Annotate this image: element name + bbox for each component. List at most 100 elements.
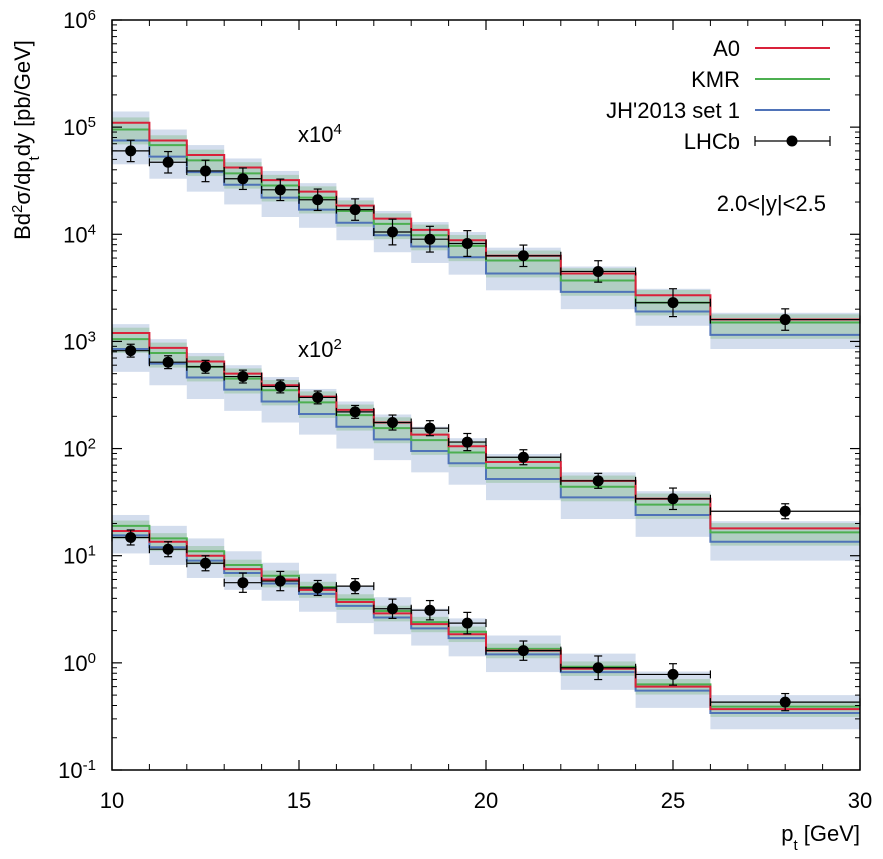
data-point-2-7 (373, 598, 412, 619)
data-marker (162, 356, 174, 368)
data-marker (517, 645, 529, 657)
data-marker (349, 204, 361, 216)
data-point-1-7 (373, 414, 412, 431)
y-tick-label: 105 (63, 114, 96, 141)
data-point-2-12 (634, 663, 712, 686)
data-marker (200, 361, 211, 373)
x-tick-label: 25 (661, 788, 685, 813)
data-marker (312, 194, 324, 206)
data-point-2-10 (485, 640, 562, 661)
data-marker (237, 173, 249, 185)
data-marker (125, 531, 137, 543)
data-point-2-9 (448, 611, 487, 635)
data-marker (424, 233, 436, 245)
data-marker (461, 436, 473, 448)
x-tick-label: 15 (287, 788, 311, 813)
data-marker (274, 184, 286, 196)
data-marker (387, 417, 398, 429)
legend-item-0: A0 (713, 36, 830, 61)
data-point-0-4 (261, 178, 300, 202)
data-marker (200, 557, 211, 569)
data-point-0-11 (560, 260, 637, 283)
legend-marker (786, 135, 798, 147)
y-tick-label: 103 (63, 328, 96, 355)
legend-label: KMR (691, 67, 740, 92)
data-marker (461, 617, 473, 629)
data-marker (461, 238, 473, 250)
data-point-0-3 (223, 167, 263, 191)
data-point-1-8 (410, 420, 450, 437)
data-point-1-12 (634, 487, 712, 511)
data-point-2-11 (560, 655, 637, 681)
data-marker (667, 668, 679, 680)
legend-label: A0 (713, 36, 740, 61)
data-point-1-2 (186, 359, 225, 374)
data-point-0-8 (410, 225, 450, 253)
y-tick-label: 106 (63, 7, 96, 34)
legend-item-2: JH'2013 set 1 (606, 98, 830, 123)
data-marker (312, 391, 324, 403)
data-marker (592, 662, 604, 674)
legend: A0 KMR JH'2013 set 1 LHCb (606, 36, 831, 154)
legend-label: JH'2013 set 1 (606, 98, 740, 123)
data-marker (592, 475, 604, 487)
data-marker (200, 165, 211, 177)
x-tick-label: 10 (100, 788, 124, 813)
x-tick-label: 30 (848, 788, 872, 813)
y-tick-label: 102 (63, 435, 96, 462)
data-point-1-10 (485, 449, 562, 466)
data-marker (387, 603, 398, 615)
data-marker (517, 451, 529, 463)
data-marker (667, 493, 679, 505)
data-marker (424, 604, 436, 616)
data-marker (349, 406, 361, 418)
data-marker (162, 543, 174, 555)
data-point-1-3 (223, 369, 263, 384)
data-marker (349, 580, 361, 592)
data-point-2-8 (410, 599, 450, 621)
data-point-2-3 (223, 572, 263, 593)
data-marker (592, 265, 604, 277)
y-tick-label: 104 (63, 221, 96, 248)
legend-label: LHCb (684, 129, 740, 154)
data-point-0-10 (485, 244, 562, 268)
data-point-0-7 (373, 218, 412, 246)
data-marker (667, 297, 679, 309)
data-point-1-4 (261, 379, 300, 394)
data-marker (779, 696, 791, 708)
data-point-2-1 (148, 541, 188, 558)
data-marker (162, 156, 174, 168)
data-point-2-4 (261, 570, 300, 592)
x-axis-label: pt [GeV] (781, 821, 860, 854)
data-point-0-12 (634, 288, 712, 318)
data-point-2-2 (186, 555, 225, 572)
data-marker (387, 226, 398, 238)
data-point-0-9 (448, 230, 487, 257)
data-point-1-6 (335, 404, 375, 419)
data-point-0-5 (298, 188, 337, 212)
y-tick-label: 10-1 (58, 757, 96, 784)
x-tick-label: 20 (474, 788, 498, 813)
y-tick-label: 101 (63, 542, 96, 569)
legend-item-3: LHCb (684, 129, 831, 154)
data-marker (779, 314, 791, 326)
y-tick-label: 100 (63, 649, 96, 676)
data-marker (274, 380, 286, 392)
data-marker (125, 145, 137, 157)
y-axis-label: Bd2σ/dptdy [pb/GeV] (9, 40, 43, 240)
data-point-0-2 (186, 159, 225, 183)
data-point-0-6 (335, 198, 375, 221)
line-JH2013-1 (112, 347, 860, 543)
axes: 10 15 20 25 30 10-1 100 101 102 103 104 105 106 (58, 7, 872, 814)
data-marker (779, 505, 791, 517)
data-marker (517, 250, 529, 262)
scale-factor-mid-label: x102 (298, 336, 342, 363)
data-point-1-11 (560, 472, 637, 489)
data-marker (424, 422, 436, 434)
data-marker (312, 582, 324, 594)
scale-factor-top-label: x104 (298, 121, 342, 148)
legend-item-1: KMR (691, 67, 830, 92)
data-point-1-5 (298, 390, 337, 405)
rapidity-range-label: 2.0<|y|<2.5 (717, 191, 826, 216)
